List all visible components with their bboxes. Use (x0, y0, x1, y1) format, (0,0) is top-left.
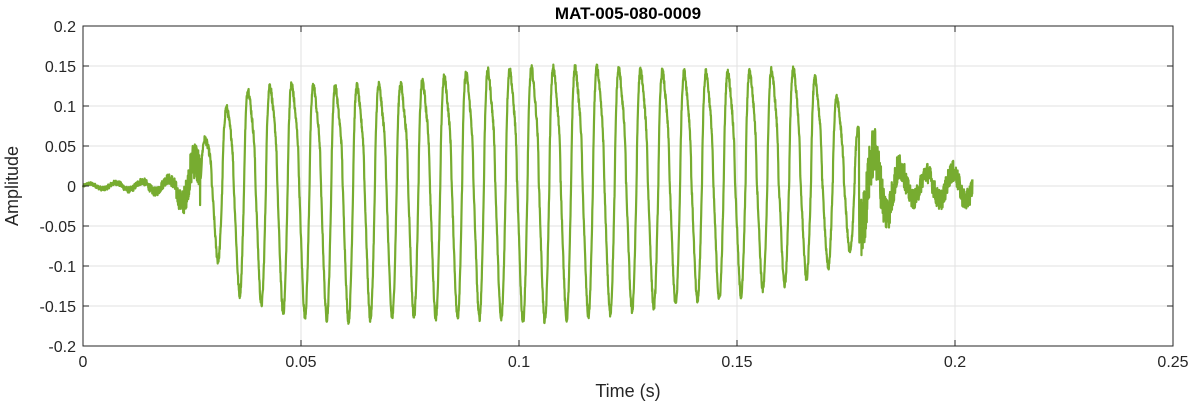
x-axis-label: Time (s) (595, 381, 660, 401)
y-tick-label: 0.1 (54, 99, 76, 116)
series-layer (81, 63, 974, 325)
y-tick-label: 0 (67, 179, 76, 196)
chart-title: MAT-005-080-0009 (555, 4, 701, 23)
x-tick-label: 0.05 (285, 354, 316, 371)
y-tick-label: -0.05 (40, 219, 77, 236)
waveform-series-line (81, 63, 974, 325)
y-tick-label: -0.1 (48, 259, 76, 276)
y-tick-label: -0.15 (40, 299, 77, 316)
y-tick-label: 0.2 (54, 19, 76, 36)
x-tick-label: 0.15 (721, 354, 752, 371)
x-tick-label: 0.1 (508, 354, 530, 371)
y-tick-label: -0.2 (48, 339, 76, 356)
x-tick-label: 0.25 (1157, 354, 1188, 371)
y-tick-label: 0.15 (45, 59, 76, 76)
x-tick-label: 0.2 (944, 354, 966, 371)
y-tick-labels: 0.2 0.15 0.1 0.05 0 -0.05 -0.1 -0.15 -0.2 (40, 19, 77, 356)
tick-marks (82, 25, 1174, 347)
y-tick-label: 0.05 (45, 139, 76, 156)
x-tick-labels: 0 0.05 0.1 0.15 0.2 0.25 (79, 354, 1189, 371)
y-axis-label: Amplitude (2, 146, 22, 226)
x-tick-label: 0 (79, 354, 88, 371)
